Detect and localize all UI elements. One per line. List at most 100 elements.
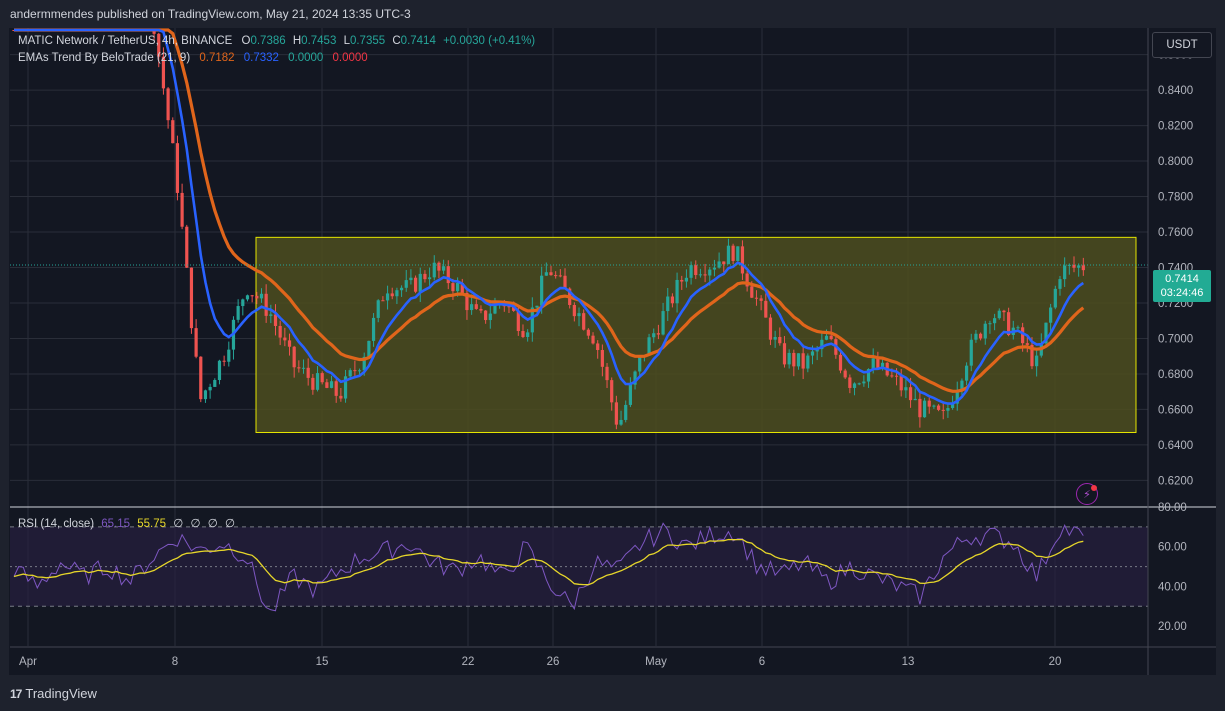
candle-body bbox=[731, 245, 735, 261]
candle-body bbox=[521, 331, 525, 337]
candle-body bbox=[315, 373, 320, 390]
time-tick-label: Apr bbox=[19, 656, 37, 668]
candle-body bbox=[423, 273, 427, 280]
candle-body bbox=[451, 283, 455, 292]
candle-body bbox=[1072, 264, 1076, 268]
indicator-legend[interactable]: EMAs Trend By BeloTrade (21, 9) 0.7182 0… bbox=[18, 52, 368, 64]
candle-body bbox=[572, 304, 576, 317]
candle-body bbox=[974, 333, 978, 340]
candle-body bbox=[283, 337, 287, 341]
candle-body bbox=[442, 266, 446, 271]
candle-body bbox=[675, 279, 679, 304]
candle-body bbox=[670, 296, 675, 304]
candle-body bbox=[722, 261, 726, 265]
candle-body bbox=[273, 314, 278, 326]
candle-body bbox=[1077, 265, 1081, 268]
candle-body bbox=[269, 314, 273, 316]
candle-body bbox=[610, 380, 614, 403]
candle-body bbox=[236, 306, 240, 320]
candle-body bbox=[624, 404, 628, 420]
candle-body bbox=[427, 277, 432, 280]
price-tick-label: 0.8200 bbox=[1158, 121, 1193, 133]
candle-body bbox=[339, 395, 343, 399]
candle-body bbox=[1044, 322, 1048, 344]
tradingview-logo[interactable]: 17 TradingView bbox=[10, 686, 97, 701]
candle-body bbox=[600, 350, 604, 367]
candle-body bbox=[217, 360, 222, 381]
candle-body bbox=[166, 88, 170, 121]
candle-body bbox=[1035, 355, 1039, 367]
candle-body bbox=[227, 349, 231, 362]
candle-body bbox=[404, 280, 408, 288]
time-tick-label: May bbox=[645, 656, 667, 668]
candle-body bbox=[964, 365, 969, 381]
candle-body bbox=[413, 277, 418, 292]
candle-body bbox=[582, 313, 586, 330]
lightning-bolt-icon[interactable]: ⚡ bbox=[1076, 483, 1098, 505]
time-tick-label: 6 bbox=[759, 656, 765, 668]
candle-body bbox=[946, 408, 950, 411]
ema-fast-line bbox=[14, 28, 1085, 405]
open-value: 0.7386 bbox=[250, 35, 286, 47]
candle-body bbox=[255, 295, 259, 299]
candle-body bbox=[969, 339, 973, 366]
indicator-value-4: 0.0000 bbox=[332, 52, 368, 64]
candle-body bbox=[493, 303, 497, 314]
candle-body bbox=[792, 352, 796, 367]
candle-body bbox=[950, 403, 955, 409]
candle-body bbox=[250, 295, 254, 297]
close-label: C bbox=[392, 35, 401, 47]
candle-body bbox=[161, 56, 166, 89]
bar-countdown: 03:24:46 bbox=[1160, 287, 1204, 299]
candle-body bbox=[1053, 288, 1057, 308]
candle-body bbox=[306, 367, 310, 378]
candle-body bbox=[1058, 279, 1062, 289]
price-tick-label: 0.7600 bbox=[1158, 227, 1193, 239]
candle-body bbox=[614, 402, 618, 425]
candle-body bbox=[698, 274, 703, 276]
candle-body bbox=[474, 304, 478, 309]
price-tick-label: 0.7800 bbox=[1158, 192, 1193, 204]
candle-body bbox=[740, 246, 745, 274]
candle-body bbox=[512, 306, 516, 311]
candle-body bbox=[787, 352, 791, 365]
candle-body bbox=[456, 283, 460, 292]
candle-body bbox=[1081, 265, 1085, 271]
indicator-value-2: 0.7332 bbox=[243, 52, 279, 64]
candle-body bbox=[857, 383, 861, 385]
symbol-legend[interactable]: MATIC Network / TetherUS, 4h, BINANCE O0… bbox=[18, 35, 535, 47]
candle-body bbox=[745, 273, 749, 287]
candle-body bbox=[820, 339, 824, 350]
candle-body bbox=[586, 329, 590, 336]
candle-body bbox=[292, 346, 296, 368]
candle-body bbox=[222, 360, 226, 362]
candle-body bbox=[544, 272, 548, 276]
candle-body bbox=[778, 336, 782, 344]
candle-body bbox=[418, 273, 422, 292]
rsi-legend[interactable]: RSI (14, close) 65.15 55.75 ∅ ∅ ∅ ∅ bbox=[18, 516, 235, 530]
candle-body bbox=[558, 275, 562, 277]
candle-body bbox=[259, 293, 264, 299]
candle-body bbox=[876, 358, 880, 368]
current-price-tag: 0.7414 03:24:46 bbox=[1153, 270, 1211, 302]
candle-body bbox=[880, 362, 885, 368]
candle-body bbox=[666, 296, 670, 312]
low-value: 0.7355 bbox=[349, 35, 386, 47]
change-value: +0.0030 (+0.41%) bbox=[443, 35, 536, 47]
candle-body bbox=[297, 367, 301, 369]
candle-body bbox=[460, 283, 464, 293]
candle-body bbox=[1025, 343, 1029, 345]
notification-dot-icon bbox=[1091, 485, 1097, 491]
time-tick-label: 22 bbox=[462, 656, 475, 668]
candle-body bbox=[320, 373, 324, 383]
candle-body bbox=[652, 333, 656, 338]
rsi-line bbox=[13, 522, 1084, 612]
candle-body bbox=[899, 376, 903, 391]
candle-body bbox=[680, 279, 684, 282]
candle-body bbox=[754, 297, 759, 299]
currency-selector[interactable]: USDT bbox=[1152, 32, 1212, 58]
indicator-value-1: 0.7182 bbox=[199, 52, 235, 64]
candle-body bbox=[343, 376, 348, 399]
brand-name: TradingView bbox=[25, 686, 97, 701]
